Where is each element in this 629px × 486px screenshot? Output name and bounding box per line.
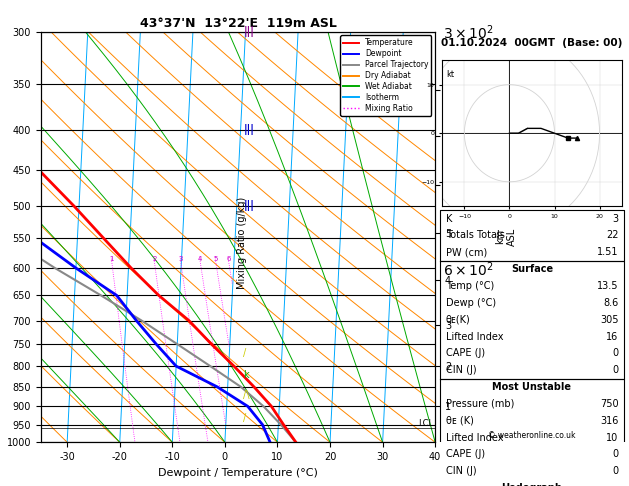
Text: 0: 0 (612, 365, 618, 375)
Text: 5: 5 (214, 256, 218, 262)
Text: CIN (J): CIN (J) (445, 365, 476, 375)
Text: 3: 3 (612, 214, 618, 224)
Text: Most Unstable: Most Unstable (493, 382, 572, 392)
Text: 13.5: 13.5 (597, 281, 618, 291)
Text: 0: 0 (612, 450, 618, 459)
Text: CAPE (J): CAPE (J) (445, 450, 485, 459)
Text: Dewp (°C): Dewp (°C) (445, 298, 496, 308)
Y-axis label: hPa: hPa (0, 227, 1, 247)
Text: /: / (243, 413, 247, 422)
Text: LCL: LCL (418, 419, 433, 428)
Text: 0: 0 (612, 348, 618, 358)
Text: CIN (J): CIN (J) (445, 466, 476, 476)
Text: 1.51: 1.51 (597, 247, 618, 257)
Text: © weatheronline.co.uk: © weatheronline.co.uk (488, 431, 576, 440)
Title: 43°37'N  13°22'E  119m ASL: 43°37'N 13°22'E 119m ASL (140, 17, 337, 31)
Text: 22: 22 (606, 230, 618, 241)
Text: Hodograph: Hodograph (501, 483, 562, 486)
Text: 6: 6 (226, 256, 231, 262)
Text: 01.10.2024  00GMT  (Base: 00): 01.10.2024 00GMT (Base: 00) (442, 38, 623, 48)
Text: 1: 1 (109, 256, 114, 262)
Legend: Temperature, Dewpoint, Parcel Trajectory, Dry Adiabat, Wet Adiabat, Isotherm, Mi: Temperature, Dewpoint, Parcel Trajectory… (340, 35, 431, 116)
X-axis label: Dewpoint / Temperature (°C): Dewpoint / Temperature (°C) (158, 468, 318, 478)
Text: CAPE (J): CAPE (J) (445, 348, 485, 358)
Text: 4: 4 (198, 256, 203, 262)
Text: K: K (445, 214, 452, 224)
Text: |||: ||| (243, 124, 254, 135)
Text: 750: 750 (599, 399, 618, 409)
Text: θᴇ (K): θᴇ (K) (445, 416, 474, 426)
Text: Temp (°C): Temp (°C) (445, 281, 494, 291)
Text: 16: 16 (606, 331, 618, 342)
Text: 0: 0 (612, 466, 618, 476)
Text: 316: 316 (600, 416, 618, 426)
Text: Mixing Ratio (g/kg): Mixing Ratio (g/kg) (237, 197, 247, 289)
Text: 305: 305 (600, 314, 618, 325)
Text: Surface: Surface (511, 264, 553, 274)
Text: Pressure (mb): Pressure (mb) (445, 399, 514, 409)
Text: Totals Totals: Totals Totals (445, 230, 504, 241)
Text: Lifted Index: Lifted Index (445, 331, 503, 342)
Text: |||: ||| (243, 26, 254, 37)
Text: θᴇ(K): θᴇ(K) (445, 314, 470, 325)
Text: Lifted Index: Lifted Index (445, 433, 503, 443)
Text: /\: /\ (243, 390, 250, 400)
Text: 2: 2 (152, 256, 157, 262)
Text: kt: kt (447, 70, 455, 79)
Text: k: k (243, 369, 249, 380)
Text: |||: ||| (243, 200, 254, 211)
Text: PW (cm): PW (cm) (445, 247, 487, 257)
Text: 8.6: 8.6 (603, 298, 618, 308)
Text: /: / (243, 348, 247, 358)
Text: 3: 3 (179, 256, 183, 262)
Text: 10: 10 (606, 433, 618, 443)
Y-axis label: km
ASL: km ASL (495, 228, 516, 246)
